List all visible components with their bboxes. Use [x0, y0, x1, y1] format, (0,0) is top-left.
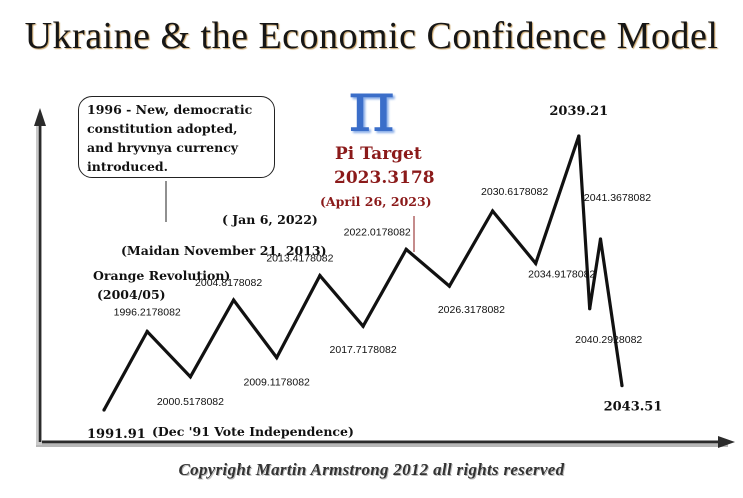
note-line: introduced.	[87, 159, 169, 174]
series-point-peak	[145, 329, 149, 334]
point-label-trough: 2034.9178082	[528, 268, 595, 280]
series-point-peak	[577, 134, 581, 138]
note-line: and hryvnya currency	[87, 140, 239, 155]
point-label-peak: 2041.3678082	[584, 192, 651, 204]
point-label-peak: 2030.6178082	[481, 186, 548, 198]
point-label-peak: 1996.2178082	[114, 307, 181, 319]
point-label-trough: 2009.1178082	[244, 377, 311, 389]
series-point-trough	[275, 356, 279, 360]
series-point-trough	[447, 284, 451, 288]
note-line: constitution adopted,	[87, 121, 238, 136]
x-axis-arrow	[718, 436, 735, 448]
point-labels: 1991.91 1996.2178082 2000.5178082 2004.8178…	[87, 104, 662, 442]
annotation-orange-years: (2004/05)	[97, 287, 166, 302]
point-label-trough: 2026.3178082	[438, 304, 505, 316]
annotation-jan-2022: ( Jan 6, 2022)	[222, 212, 318, 227]
chart-title: Ukraine & the Economic Confidence Model	[24, 15, 719, 57]
point-label-peak: 2022.0178082	[344, 226, 411, 238]
series-point-peak	[404, 247, 408, 251]
annotation-orange-revolution: Orange Revolution)	[93, 268, 231, 283]
point-label-peak: 2004.8178082	[195, 277, 262, 289]
series-point-trough	[588, 307, 592, 311]
series-point-trough	[361, 324, 365, 328]
point-label-trough: 2040.2928082	[575, 334, 642, 346]
pi-target-value: 2023.3178	[334, 168, 435, 188]
pi-icon: π	[348, 64, 396, 148]
point-label-trough: 2000.5178082	[157, 396, 224, 408]
point-label-peak: 2013.4178082	[266, 253, 333, 265]
pi-target-date: (April 26, 2023)	[320, 194, 432, 209]
point-label-trough: 2017.7178082	[330, 344, 397, 356]
copyright-text: Copyright Martin Armstrong 2012 all righ…	[178, 460, 565, 479]
series-point-start	[102, 408, 106, 412]
constitution-note-box: 1996 - New, democratic constitution adop…	[78, 96, 275, 178]
annotation-maidan: (Maidan November 21, 2013)	[121, 243, 327, 258]
pi-target-label: Pi Target	[335, 144, 422, 164]
series-point-peak	[232, 298, 236, 302]
point-label-start: 1991.91	[87, 427, 146, 442]
x-axis-shadow	[36, 440, 728, 447]
note-line: 1996 - New, democratic	[87, 102, 253, 117]
point-label-peak: 2039.21	[549, 104, 608, 119]
point-label-end: 2043.51	[604, 400, 663, 415]
series-point-peak	[318, 274, 322, 278]
series-point-trough	[534, 261, 538, 265]
series-point-end	[620, 384, 624, 388]
series-point-trough	[188, 375, 192, 379]
axes	[34, 108, 735, 448]
series-point-peak	[491, 209, 495, 213]
annotation-independence-vote: (Dec '91 Vote Independence)	[152, 424, 354, 439]
series-point-peak	[598, 237, 603, 241]
y-axis-arrow	[34, 108, 46, 126]
